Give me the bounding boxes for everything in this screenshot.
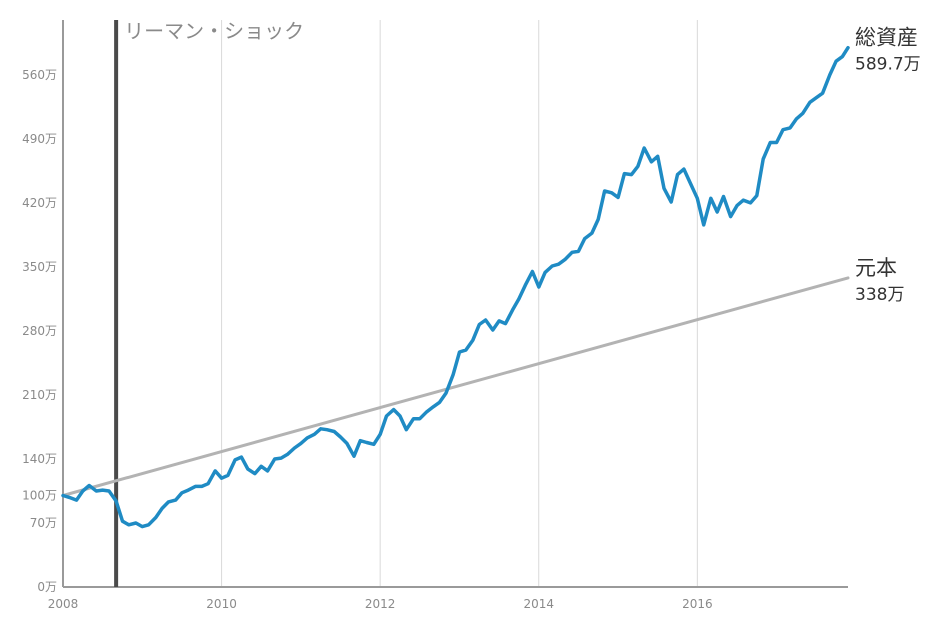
x-tick-label: 2014 <box>523 597 554 611</box>
series-lines <box>61 45 850 529</box>
x-tick-label: 2016 <box>682 597 713 611</box>
x-tick-label: 2008 <box>48 597 79 611</box>
vertical-gridlines <box>221 20 698 587</box>
y-tick-label: 420万 <box>22 196 57 210</box>
y-tick-label: 490万 <box>22 132 57 146</box>
y-tick-label: 280万 <box>22 324 57 338</box>
series-line-principal <box>61 276 850 497</box>
y-tick-label: 350万 <box>22 260 57 274</box>
y-tick-label: 100万 <box>22 489 57 503</box>
series-name-total-assets: 総資産 <box>855 26 918 50</box>
series-line-total-assets <box>61 45 850 529</box>
x-tick-label: 2012 <box>365 597 396 611</box>
y-tick-labels: 0万 70万 100万 140万 210万 280万 350万 420万 490万 560万 <box>22 68 57 594</box>
y-tick-label: 140万 <box>22 452 57 466</box>
y-tick-label: 0万 <box>37 580 57 594</box>
series-name-principal: 元本 <box>855 256 897 280</box>
event-marker: リーマン・ショック <box>114 19 304 587</box>
y-tick-label: 210万 <box>22 388 57 402</box>
event-label-lehman: リーマン・ショック <box>124 19 304 43</box>
y-tick-label: 560万 <box>22 68 57 82</box>
x-tick-label: 2010 <box>206 597 237 611</box>
series-end-value-principal: 338万 <box>855 285 904 305</box>
series-end-value-total-assets: 589.7万 <box>855 55 921 75</box>
x-tick-labels: 2008 2010 2012 2014 2016 <box>48 597 713 611</box>
y-tick-label: 70万 <box>30 516 57 530</box>
axes <box>62 20 848 588</box>
